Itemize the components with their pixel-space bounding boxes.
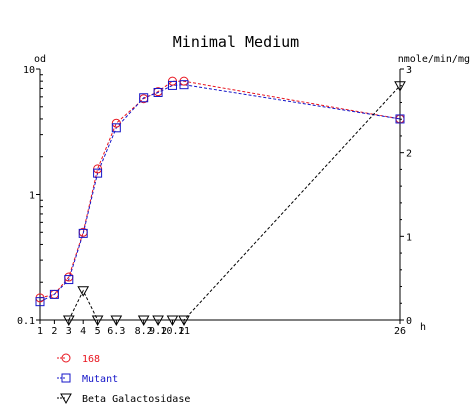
chart-title: Minimal Medium <box>173 33 299 51</box>
data-point <box>62 315 75 327</box>
y-tick-label: 1 <box>29 191 35 202</box>
y-tick-label: 10 <box>23 65 35 76</box>
x-tick-label: 9.2 <box>149 326 167 337</box>
data-point <box>49 289 59 299</box>
y2-tick-label: 3 <box>406 65 412 76</box>
x-tick-label: 5 <box>95 326 101 337</box>
data-point <box>394 81 406 92</box>
data-point <box>77 286 90 297</box>
data-point <box>64 275 74 285</box>
series-line <box>68 85 401 321</box>
data-point <box>167 80 177 90</box>
series-lines <box>39 80 401 321</box>
x-tick-label: 1 <box>37 326 43 337</box>
data-point <box>137 315 150 327</box>
legend-marker <box>61 373 71 383</box>
data-point <box>395 114 405 124</box>
data-point <box>111 123 121 133</box>
data-point <box>153 87 163 97</box>
x-tick-label: 26 <box>394 326 406 337</box>
x-tick-label: 6.3 <box>107 326 125 337</box>
data-point <box>91 315 104 327</box>
legend-label: Beta Galactosidase <box>82 394 190 405</box>
y2-tick-label: 0 <box>406 316 412 327</box>
data-point <box>35 297 45 307</box>
data-point <box>152 315 164 327</box>
y-axis-label: od <box>34 54 46 65</box>
x-tick-label: 8.2 <box>135 326 153 337</box>
series-line <box>39 84 401 303</box>
legend-marker <box>60 393 72 405</box>
x-axis-label: h <box>420 322 426 333</box>
data-point <box>111 118 121 128</box>
data-point <box>179 80 189 90</box>
x-tick-label: 11 <box>178 326 190 337</box>
y2-tick-label: 2 <box>406 149 412 160</box>
legend-marker <box>61 353 71 363</box>
y2-axis-label: nmole/min/mg <box>398 54 470 65</box>
data-point <box>139 93 149 103</box>
y-tick-label: 0.1 <box>17 316 35 327</box>
data-point <box>178 315 190 327</box>
data-point <box>110 315 123 327</box>
data-point <box>78 228 88 238</box>
x-tick-label: 2 <box>51 326 57 337</box>
legend-label: 168 <box>82 354 100 365</box>
x-tick-label: 3 <box>66 326 72 337</box>
x-tick-label: 4 <box>80 326 86 337</box>
data-point <box>93 168 103 178</box>
x-tick-label: 10.2 <box>160 326 184 337</box>
series-markers <box>35 76 406 327</box>
legend-label: Mutant <box>82 374 118 385</box>
legend: 168 Mutant Beta Galactosidase <box>57 353 190 405</box>
y2-tick-label: 1 <box>406 232 412 243</box>
data-point <box>166 315 179 327</box>
